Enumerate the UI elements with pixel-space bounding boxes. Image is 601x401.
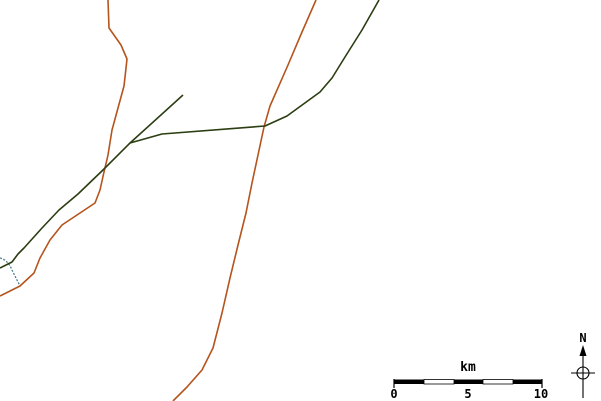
north-arrow-ring [576, 366, 590, 380]
road-brown-east [172, 0, 317, 401]
water-line [0, 257, 21, 287]
road-green-branch [129, 94, 184, 144]
scale-unit-label: km [460, 360, 476, 375]
north-label: N [579, 331, 586, 345]
road-brown-west [0, 0, 128, 297]
scale-segment-1 [394, 379, 424, 384]
scale-tick-5: 5 [464, 387, 471, 401]
scale-segment-4 [482, 379, 514, 385]
scale-segment-3 [454, 379, 483, 384]
scale-bar: km 0 5 10 [390, 360, 548, 401]
scale-tick-0: 0 [390, 387, 397, 401]
north-arrow-icon: N [571, 331, 595, 398]
scale-segment-5 [513, 379, 542, 384]
scale-segment-2 [423, 379, 455, 385]
scale-tick-10: 10 [534, 387, 548, 401]
north-arrow-head [579, 345, 587, 356]
